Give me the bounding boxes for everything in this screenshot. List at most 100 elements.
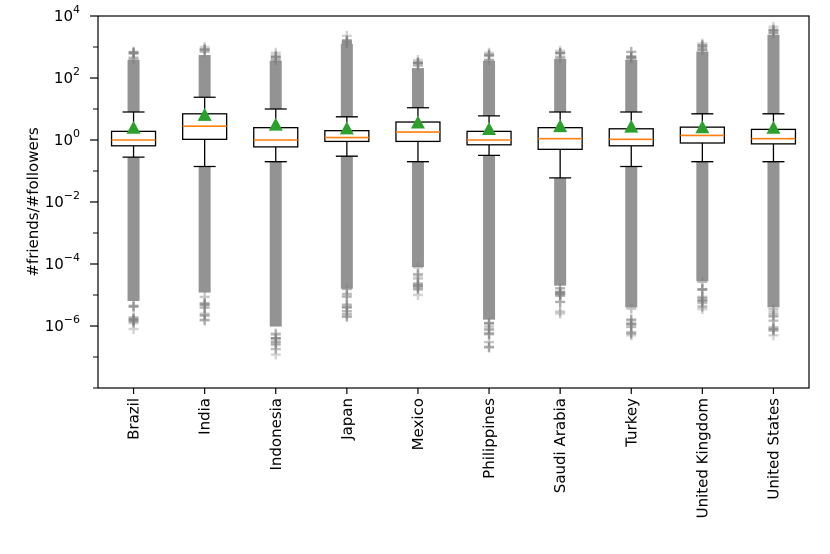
box-5 [466, 115, 512, 156]
outlier-point [341, 30, 352, 41]
y-tick-label: 102 [54, 65, 80, 87]
mean-marker [766, 120, 781, 134]
y-tick-label: 10−2 [45, 189, 80, 211]
outlier-point [484, 328, 495, 339]
outlier-point [697, 38, 708, 49]
outlier-point [341, 299, 352, 310]
y-tick-label-exponent: 4 [73, 3, 80, 16]
y-tick-label-base: 10 [45, 193, 64, 211]
outlier-point [199, 45, 210, 56]
y-tick-label: 10−6 [45, 313, 80, 335]
mean-marker [410, 115, 425, 129]
x-tick-label: Indonesia [267, 398, 285, 471]
y-tick-label-exponent: 0 [73, 127, 80, 140]
outliers-0 [127, 46, 140, 335]
box-4 [395, 107, 441, 163]
y-tick-label-exponent: −6 [64, 313, 80, 326]
outlier-band-upper [483, 60, 496, 116]
y-tick-label-exponent: −2 [64, 189, 80, 202]
y-tick-label-base: 10 [45, 255, 64, 273]
outlier-point [697, 40, 708, 51]
outlier-point [484, 342, 495, 353]
outlier-point [626, 328, 637, 339]
outlier-point [555, 306, 566, 317]
mean-marker [126, 120, 141, 134]
outlier-point [697, 284, 708, 295]
outlier-point [555, 45, 566, 56]
box-9 [750, 113, 797, 163]
outlier-point [128, 301, 139, 312]
outlier-point [626, 314, 637, 325]
outlier-band-lower [483, 155, 496, 320]
box-3 [324, 116, 370, 157]
outliers-8 [696, 38, 709, 315]
box-1 [181, 96, 228, 168]
outlier-band-upper [696, 51, 709, 114]
outlier-point [128, 312, 139, 323]
outlier-point [555, 52, 566, 63]
y-tick-label-exponent: −4 [64, 251, 80, 264]
outlier-point [484, 49, 495, 60]
outlier-band-upper [198, 55, 211, 98]
outlier-point [768, 309, 779, 320]
outlier-band-lower [198, 166, 211, 293]
outlier-band-upper [127, 59, 140, 113]
outlier-point [484, 337, 495, 348]
outlier-point [484, 341, 495, 352]
x-tick-label: United States [764, 398, 782, 500]
outlier-point [484, 47, 495, 58]
outlier-band-upper [411, 68, 424, 108]
outlier-point [199, 44, 210, 55]
outlier-point [626, 327, 637, 338]
outlier-point [128, 315, 139, 326]
x-tick-label: Brazil [125, 398, 143, 440]
outlier-point [626, 46, 637, 57]
box-2 [253, 108, 299, 163]
x-tick-label: Japan [338, 398, 356, 441]
outlier-point [128, 324, 139, 335]
x-tick-label: Saudi Arabia [551, 398, 569, 493]
outlier-point [412, 60, 423, 71]
x-tick-label: India [196, 398, 214, 435]
outlier-point [626, 319, 637, 330]
outlier-point [626, 330, 637, 341]
box-6 [537, 111, 583, 179]
outlier-band-lower [340, 156, 353, 289]
outlier-point [697, 44, 708, 55]
boxes-layer [110, 96, 797, 179]
outliers-1 [198, 42, 211, 326]
outlier-point [128, 318, 139, 329]
mean-marker [553, 119, 568, 133]
outlier-point [768, 25, 779, 36]
outlier-point [270, 338, 281, 349]
outlier-point [697, 304, 708, 315]
mean-marker [695, 120, 710, 134]
x-axis: Brazil India Indonesia Japan Mexico Philippin… [125, 388, 782, 518]
outlier-point [768, 25, 779, 36]
outlier-point [412, 280, 423, 291]
x-tick-label: United Kingdom [693, 398, 711, 518]
outlier-point [270, 54, 281, 65]
outlier-point [412, 290, 423, 300]
outlier-point [555, 47, 566, 58]
outlier-point [768, 325, 779, 336]
outlier-band-upper [269, 60, 282, 109]
outlier-point [128, 47, 139, 58]
outlier-band-lower [696, 161, 709, 282]
outlier-point [768, 306, 779, 317]
outlier-point [768, 330, 779, 341]
box-8 [679, 113, 725, 163]
outlier-point [697, 292, 708, 303]
outlier-point [128, 46, 139, 57]
outlier-point [270, 47, 281, 58]
outlier-point [199, 315, 210, 326]
y-tick-label-base: 10 [54, 69, 73, 87]
mean-marker [197, 107, 212, 121]
outlier-point [555, 48, 566, 59]
outlier-band-lower [767, 161, 780, 308]
outlier-band-lower [554, 177, 567, 286]
x-tick-label: Philippines [480, 398, 498, 479]
outlier-point [341, 311, 352, 322]
